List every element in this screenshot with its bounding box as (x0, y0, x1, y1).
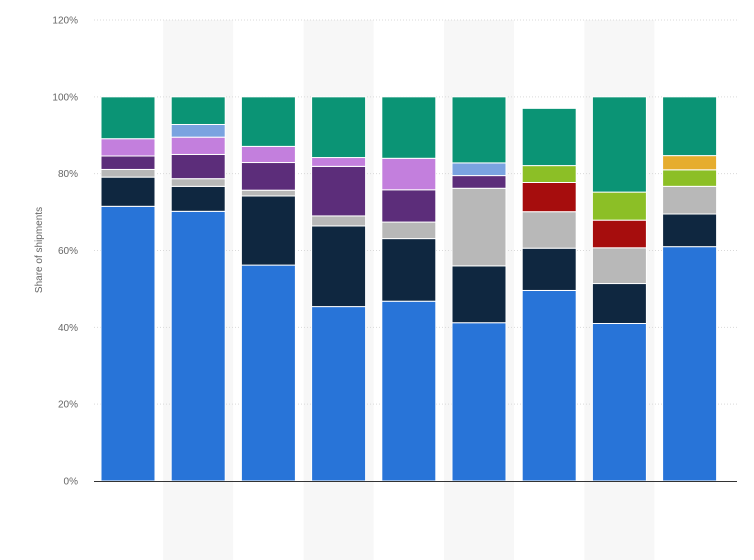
y-tick-label: 60% (58, 246, 78, 257)
bar-segment (170, 96, 226, 125)
bar-segment (662, 213, 718, 248)
bar-segment (100, 138, 156, 157)
bar-segment (451, 187, 507, 267)
bar-segment (170, 153, 226, 180)
bar-segment (170, 178, 226, 187)
bar-segment (100, 96, 156, 140)
bar-segment (521, 107, 577, 167)
bar-segment (451, 96, 507, 164)
y-tick-label: 20% (58, 400, 78, 411)
bar-segment (521, 247, 577, 291)
y-axis-ticks: 0% 20% 40% 60% 80% 100% 120% (52, 16, 78, 488)
bar-segment (100, 168, 156, 178)
y-axis-title: Share of shipments (34, 207, 45, 293)
bar-segment (662, 185, 718, 215)
y-tick-label: 120% (52, 16, 78, 27)
y-tick-label: 40% (58, 323, 78, 334)
bar-segment (591, 247, 647, 285)
bar-segment (451, 175, 507, 189)
bar-segment (591, 283, 647, 324)
bar-segment (240, 162, 296, 191)
bar-segment (591, 96, 647, 193)
bar-segment (662, 246, 718, 482)
bar-segment (381, 96, 437, 159)
y-tick-label: 0% (64, 477, 79, 488)
bar-segment (521, 165, 577, 184)
bar-segment (521, 289, 577, 482)
bar-segment (381, 221, 437, 240)
bar-segment (591, 191, 647, 221)
bar-segment (170, 210, 226, 482)
y-tick-label: 80% (58, 169, 78, 180)
bar-segment (311, 215, 367, 227)
bar-segment (100, 205, 156, 482)
bar-segment (381, 189, 437, 223)
bar-segment (381, 238, 437, 302)
bar-segment (311, 165, 367, 217)
bar-segment (170, 123, 226, 138)
bar-segment (521, 182, 577, 213)
bar-segment (100, 176, 156, 207)
bar-segment (451, 265, 507, 324)
bar-segment (451, 162, 507, 177)
bar-segment (311, 306, 367, 482)
bar-segment (381, 157, 437, 191)
bar-segment (240, 195, 296, 266)
bar-segment (240, 189, 296, 197)
bar-segment (170, 136, 226, 155)
bar-segment (240, 145, 296, 164)
bar-segment (521, 211, 577, 249)
bar-segment (240, 264, 296, 482)
bar-segment (240, 96, 296, 147)
bar-segment (591, 322, 647, 482)
bar-segment (311, 96, 367, 159)
bar-segment (100, 155, 156, 170)
bar-segment (662, 96, 718, 157)
bar-segment (311, 225, 367, 308)
bar-segment (591, 219, 647, 249)
bar-segment (170, 185, 226, 212)
bar-segment (662, 155, 718, 171)
bars (100, 96, 718, 482)
bar-segment (662, 169, 718, 187)
y-tick-label: 100% (52, 92, 78, 103)
bar-segment (311, 157, 367, 167)
bar-segment (381, 300, 437, 482)
bar-segment (451, 322, 507, 482)
